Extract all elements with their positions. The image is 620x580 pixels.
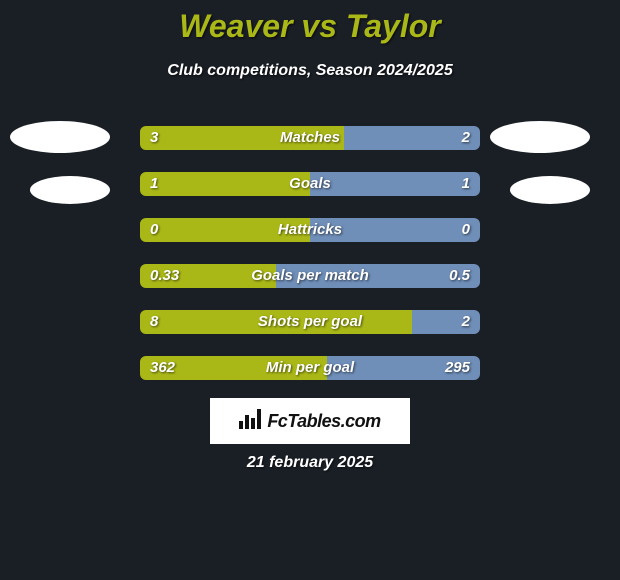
page-title: Weaver vs Taylor [0, 8, 620, 45]
stat-bar-right [344, 126, 480, 150]
date-text: 21 february 2025 [0, 454, 620, 472]
comparison-infographic: Weaver vs Taylor Club competitions, Seas… [0, 0, 620, 580]
stat-bar-left [140, 218, 310, 242]
brand-box: FcTables.com [210, 398, 410, 444]
avatar-right-body [510, 176, 590, 204]
stat-bar-left [140, 310, 412, 334]
brand-text: FcTables.com [267, 411, 380, 432]
stat-row: 00Hattricks [140, 218, 480, 242]
stat-bar-left [140, 126, 344, 150]
avatar-left-head [10, 121, 110, 153]
stat-row: 0.330.5Goals per match [140, 264, 480, 288]
stat-bar-right [276, 264, 480, 288]
stat-row: 82Shots per goal [140, 310, 480, 334]
title-player-left: Weaver [179, 8, 292, 44]
stat-bar-right [412, 310, 480, 334]
avatar-right-head [490, 121, 590, 153]
subtitle: Club competitions, Season 2024/2025 [0, 62, 620, 80]
title-player-right: Taylor [346, 8, 441, 44]
stat-bar-left [140, 172, 310, 196]
stat-row: 11Goals [140, 172, 480, 196]
stat-bar-left [140, 356, 327, 380]
stat-row: 362295Min per goal [140, 356, 480, 380]
stat-bar-right [327, 356, 480, 380]
stat-bar-right [310, 218, 480, 242]
stat-bar-left [140, 264, 276, 288]
avatar-left-body [30, 176, 110, 204]
stat-bars: 32Matches 11Goals 00Hattricks 0.330.5Goals … [140, 126, 480, 402]
stat-bar-right [310, 172, 480, 196]
bars-icon [239, 409, 261, 434]
title-separator: vs [293, 8, 346, 44]
stat-row: 32Matches [140, 126, 480, 150]
